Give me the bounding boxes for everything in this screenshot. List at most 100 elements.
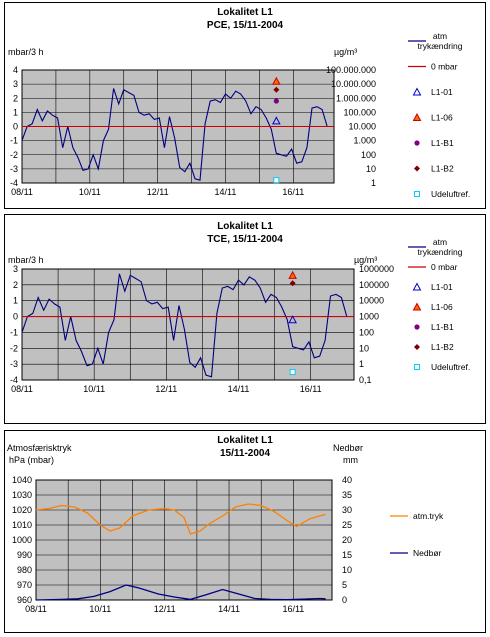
legend-l1-b2-label: L1-B2: [431, 342, 454, 352]
legend-l1-b2-label: L1-B2: [431, 164, 454, 174]
marker-l1-06: [272, 76, 281, 85]
y2-tick-label: 10.000.000: [331, 79, 376, 89]
y2-tick-label: 1000: [359, 312, 379, 322]
legend-atm-trykændring-label-line2: trykændring: [418, 247, 463, 257]
left-axis-unit: mbar/3 h: [8, 47, 44, 57]
left-axis-unit: mbar/3 h: [8, 255, 44, 265]
legend-l1-b1-swatch: [414, 140, 420, 146]
y2-tick-label: 10.000: [348, 122, 376, 132]
y-tick-label: 2: [13, 280, 18, 290]
marker-l1-01: [288, 315, 297, 324]
y2-tick-label: 15: [342, 550, 352, 560]
legend-udeluftref--label: Udeluftref.: [431, 362, 470, 372]
legend-l1-01-label: L1-01: [431, 87, 453, 97]
y-tick-label: 2: [13, 93, 18, 103]
series-line: [21, 273, 348, 378]
y-tick-label: 990: [17, 550, 32, 560]
y-tick-label: 970: [17, 580, 32, 590]
y2-tick-label: 100.000.000: [326, 65, 376, 75]
y-tick-label: 3: [13, 264, 18, 274]
legend-l1-01-label: L1-01: [431, 282, 453, 292]
legend-udeluftref--label: Udeluftref.: [431, 189, 470, 199]
legend-l1-b2-swatch: [414, 344, 420, 350]
y2-tick-label: 100: [361, 150, 376, 160]
y-tick-label: -2: [10, 343, 18, 353]
x-tick-label: 16/11: [282, 187, 304, 197]
marker-l1-01: [272, 116, 281, 125]
y-tick-label: 1000: [12, 535, 32, 545]
y2-tick-label: 100.000: [343, 107, 376, 117]
legend-l1-06-label: L1-06: [431, 302, 453, 312]
marker-udeluftref-: [289, 369, 296, 376]
chart-title: Lokalitet L1: [217, 435, 273, 446]
y2-tick-label: 10: [342, 565, 352, 575]
chart-subtitle: TCE, 15/11-2004: [207, 234, 283, 245]
y2-tick-label: 5: [342, 580, 347, 590]
plot-area: [21, 268, 355, 381]
left-axis-unit: hPa (mbar): [9, 455, 54, 465]
y-tick-label: -1: [10, 327, 18, 337]
pressure-precip-chart: Lokalitet L1 15/11-2004 Atmosfærisktryk …: [7, 435, 444, 614]
y-tick-label: -4: [10, 375, 18, 385]
y-tick-label: 1: [13, 107, 18, 117]
legend-atm-trykændring-label: atm: [433, 237, 447, 247]
y-tick-label: -1: [10, 136, 18, 146]
legend-l1-b1-label: L1-B1: [431, 322, 454, 332]
legend-l1-06-swatch: [412, 302, 422, 311]
series-line: [21, 88, 328, 181]
y-tick-label: 0: [13, 122, 18, 132]
legend-atm-tryk-label: atm.tryk: [413, 511, 444, 521]
y2-tick-label: 1.000: [353, 136, 376, 146]
y2-tick-label: 1: [359, 359, 364, 369]
tce-chart-panel: Lokalitet L1 TCE, 15/11-2004 mbar/3 h µg…: [4, 214, 486, 424]
y-tick-label: -3: [10, 359, 18, 369]
x-tick-label: 14/11: [215, 187, 237, 197]
y-tick-label: 1: [13, 296, 18, 306]
legend-l1-b1-label: L1-B1: [431, 138, 454, 148]
chart-title: Lokalitet L1: [217, 221, 273, 232]
y-tick-label: -2: [10, 150, 18, 160]
y2-tick-label: 0: [342, 595, 347, 605]
y2-tick-label: 25: [342, 520, 352, 530]
legend-l1-06-label: L1-06: [431, 113, 453, 123]
y-tick-label: 1010: [12, 520, 32, 530]
marker-l1-b1: [273, 98, 279, 104]
series-line: [35, 584, 326, 601]
right-axis-label: Nedbør: [333, 443, 363, 453]
x-tick-label: 08/11: [11, 384, 33, 394]
y2-tick-label: 10: [366, 164, 376, 174]
marker-udeluftref-: [273, 177, 280, 184]
legend-udeluftref--swatch: [414, 364, 420, 370]
legend-nedbør-label: Nedbør: [413, 548, 442, 558]
y2-tick-label: 100000: [359, 280, 389, 290]
right-axis-unit: µg/m³: [334, 47, 357, 57]
x-tick-label: 14/11: [218, 604, 240, 614]
y-tick-label: 3: [13, 79, 18, 89]
legend-0-mbar-label: 0 mbar: [431, 262, 458, 272]
x-tick-label: 10/11: [89, 604, 111, 614]
y-tick-label: 1020: [12, 505, 32, 515]
y2-tick-label: 10: [359, 343, 369, 353]
y-tick-label: 1040: [12, 475, 32, 485]
x-tick-label: 12/11: [155, 384, 177, 394]
chart-subtitle: PCE, 15/11-2004: [207, 20, 284, 31]
marker-l1-b2: [273, 86, 280, 93]
x-tick-label: 08/11: [11, 187, 33, 197]
y2-tick-label: 1.000.000: [336, 93, 376, 103]
y2-tick-label: 30: [342, 505, 352, 515]
legend-l1-b1-swatch: [414, 324, 420, 330]
x-tick-label: 12/11: [154, 604, 176, 614]
legend-atm-trykændring-label: atm: [433, 31, 447, 41]
x-tick-label: 10/11: [79, 187, 101, 197]
marker-l1-06: [288, 270, 297, 279]
left-axis-label: Atmosfærisktryk: [7, 443, 72, 453]
x-tick-label: 08/11: [25, 604, 47, 614]
x-tick-label: 12/11: [147, 187, 169, 197]
y2-tick-label: 1: [371, 178, 376, 188]
y-tick-label: -3: [10, 164, 18, 174]
legend-0-mbar-label: 0 mbar: [431, 62, 458, 72]
pce-chart-panel: Lokalitet L1 PCE, 15/11-2004 mbar/3 h µg…: [4, 2, 486, 209]
legend-l1-06-swatch: [412, 112, 422, 121]
legend-atm-trykændring-label-line2: trykændring: [418, 41, 463, 51]
tce-chart: Lokalitet L1 TCE, 15/11-2004 mbar/3 h µg…: [8, 221, 470, 394]
